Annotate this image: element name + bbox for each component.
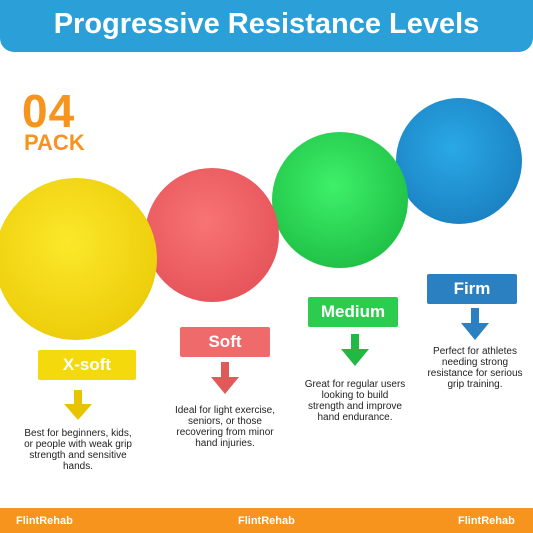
red-ball — [145, 168, 279, 302]
description-line: looking to build — [321, 390, 389, 401]
green-ball — [272, 132, 408, 268]
description-line: or people with weak grip — [24, 439, 132, 450]
brand: FlintRehab — [16, 515, 73, 527]
level-tag: Medium — [308, 297, 398, 327]
description-line: Ideal for light exercise, — [174, 405, 276, 416]
description-line: strength and improve — [308, 401, 402, 412]
arrow — [341, 334, 369, 366]
description-line: seniors, or those — [188, 416, 262, 427]
pack-label: PACK — [24, 130, 85, 155]
brand: FlintRehab — [238, 515, 295, 527]
description-line: hands. — [62, 461, 94, 472]
title: Progressive Resistance Levels — [53, 8, 480, 40]
header-bar — [0, 0, 533, 52]
level-description: Great for regular users looking to build s… — [280, 379, 430, 423]
description-line: Great for regular users — [304, 379, 406, 390]
description-line: Best for beginners, kids, — [24, 428, 132, 439]
level-description: Best for beginners, kids, or people with … — [3, 428, 153, 472]
pack-number: 04 — [22, 85, 76, 137]
arrow — [461, 308, 489, 340]
footer-bar — [0, 508, 533, 533]
level-tag: Soft — [180, 327, 270, 357]
description-line: hand injuries. — [195, 438, 255, 449]
description-line: resistance for serious — [427, 368, 523, 379]
level-description: Perfect for athletes needing strong resist… — [400, 346, 533, 390]
description-line: hand endurance. — [317, 412, 393, 423]
description-line: recovering from minor — [176, 427, 274, 438]
description-line: strength and sensitive — [29, 450, 127, 461]
blue-ball — [396, 98, 522, 224]
arrow — [211, 362, 239, 394]
level-tag: Firm — [427, 274, 517, 304]
brand: FlintRehab — [458, 515, 515, 527]
level-tag: X-soft — [38, 350, 136, 380]
arrow — [64, 390, 92, 420]
description-line: needing strong — [441, 357, 509, 368]
level-description: Ideal for light exercise, seniors, or tho… — [150, 405, 300, 449]
description-line: Perfect for athletes — [433, 346, 517, 357]
description-line: grip training. — [447, 379, 503, 390]
yellow-ball — [0, 178, 157, 340]
